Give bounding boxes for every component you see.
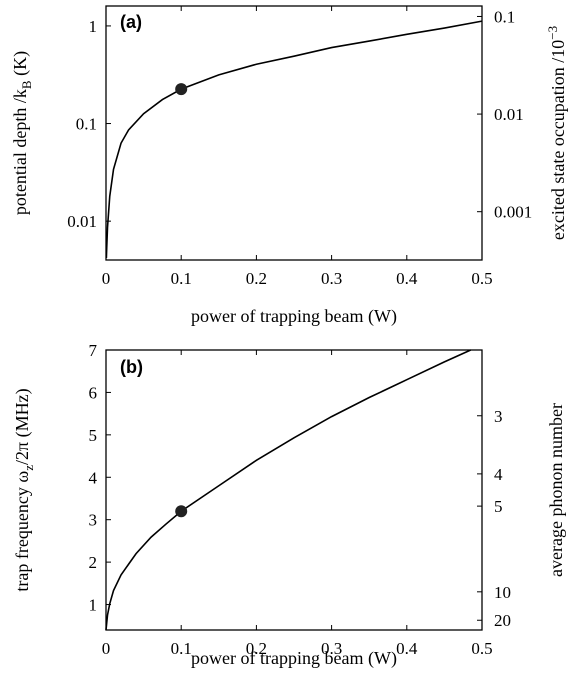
panel-b-y2-ticks: 3 4 5 10 20 xyxy=(477,407,511,630)
panel-a-x-tick-label: 0.4 xyxy=(396,269,418,288)
panel-b-y2-axis-label: average phonon number xyxy=(546,403,566,577)
panel-b-curve xyxy=(105,349,472,631)
panel-b-x-tick-label: 0 xyxy=(102,639,111,658)
panel-b-x-tick-label: 0.1 xyxy=(171,639,192,658)
panel-a-label: (a) xyxy=(120,12,142,32)
panel-a-x-axis-label: power of trapping beam (W) xyxy=(191,306,397,327)
panel-b-y2-tick-label: 4 xyxy=(494,465,503,484)
panel-a-y2-ticks: 0.001 0.01 0.1 xyxy=(477,7,532,222)
panel-a-frame xyxy=(105,5,483,261)
panel-a-y-tick-label: 0.01 xyxy=(67,212,97,231)
panel-a-y-axis-label: potential depth /kB (K) xyxy=(10,51,34,215)
panel-a-curve xyxy=(105,20,483,258)
panel-b-marker xyxy=(175,505,188,518)
panel-a-x-tick-label: 0.5 xyxy=(471,269,492,288)
panel-a-y-ticks: 0.01 0.1 1 xyxy=(67,17,111,231)
panel-b-y-tick-label: 7 xyxy=(89,341,98,360)
panel-b-x-ticks: 0 0.1 0.2 0.3 0.4 0.5 xyxy=(102,350,493,658)
panel-b-y-ticks: 1 2 3 4 5 6 7 xyxy=(89,341,111,615)
panel-a-y2-axis-label: excited state occupation /10−3 xyxy=(545,26,568,240)
panel-a-x-tick-label: 0.3 xyxy=(321,269,342,288)
panel-a-x-tick-label: 0.1 xyxy=(171,269,192,288)
panel-b-frame xyxy=(105,349,483,631)
panel-a-y2-tick-label: 0.1 xyxy=(494,7,515,26)
panel-b-y-tick-label: 1 xyxy=(89,596,98,615)
panel-b-y2-tick-label: 20 xyxy=(494,611,511,630)
panel-a-x-ticks: 0 0.1 0.2 0.3 0.4 0.5 xyxy=(102,6,493,288)
panel-b: 0 0.1 0.2 0.3 0.4 0.5 1 2 3 4 5 6 7 3 4 5 10 20 (b) pow… xyxy=(12,341,566,669)
panel-b-x-axis-label: power of trapping beam (W) xyxy=(191,648,397,669)
panel-b-y-tick-label: 3 xyxy=(89,511,98,530)
panel-a-y-tick-label: 0.1 xyxy=(76,115,97,134)
panel-b-y2-tick-label: 3 xyxy=(494,407,503,426)
panel-b-y2-tick-label: 5 xyxy=(494,497,503,516)
panel-b-y-tick-label: 6 xyxy=(89,383,98,402)
panel-b-y2-tick-label: 10 xyxy=(494,583,511,602)
panel-b-x-tick-label: 0.2 xyxy=(246,639,267,658)
panel-b-y-axis-label: trap frequency ωz/2π (MHz) xyxy=(12,388,36,591)
panel-b-x-tick-label: 0.3 xyxy=(321,639,342,658)
panel-a-x-tick-label: 0.2 xyxy=(246,269,267,288)
panel-a-y2-tick-label: 0.001 xyxy=(494,203,532,222)
panel-a-y-tick-label: 1 xyxy=(89,17,98,36)
panel-b-x-tick-label: 0.4 xyxy=(396,639,418,658)
panel-b-x-tick-label: 0.5 xyxy=(471,639,492,658)
panel-b-y-tick-label: 2 xyxy=(89,553,98,572)
panel-a-marker xyxy=(175,83,188,96)
panel-a-y2-tick-label: 0.01 xyxy=(494,105,524,124)
panel-a: 0 0.1 0.2 0.3 0.4 0.5 0.01 0.1 1 0.001 0.01 0.1 (… xyxy=(10,5,568,327)
panel-b-label: (b) xyxy=(120,357,143,377)
panel-a-x-tick-label: 0 xyxy=(102,269,111,288)
panel-b-y-tick-label: 4 xyxy=(89,468,98,487)
panel-b-y-tick-label: 5 xyxy=(89,426,98,445)
